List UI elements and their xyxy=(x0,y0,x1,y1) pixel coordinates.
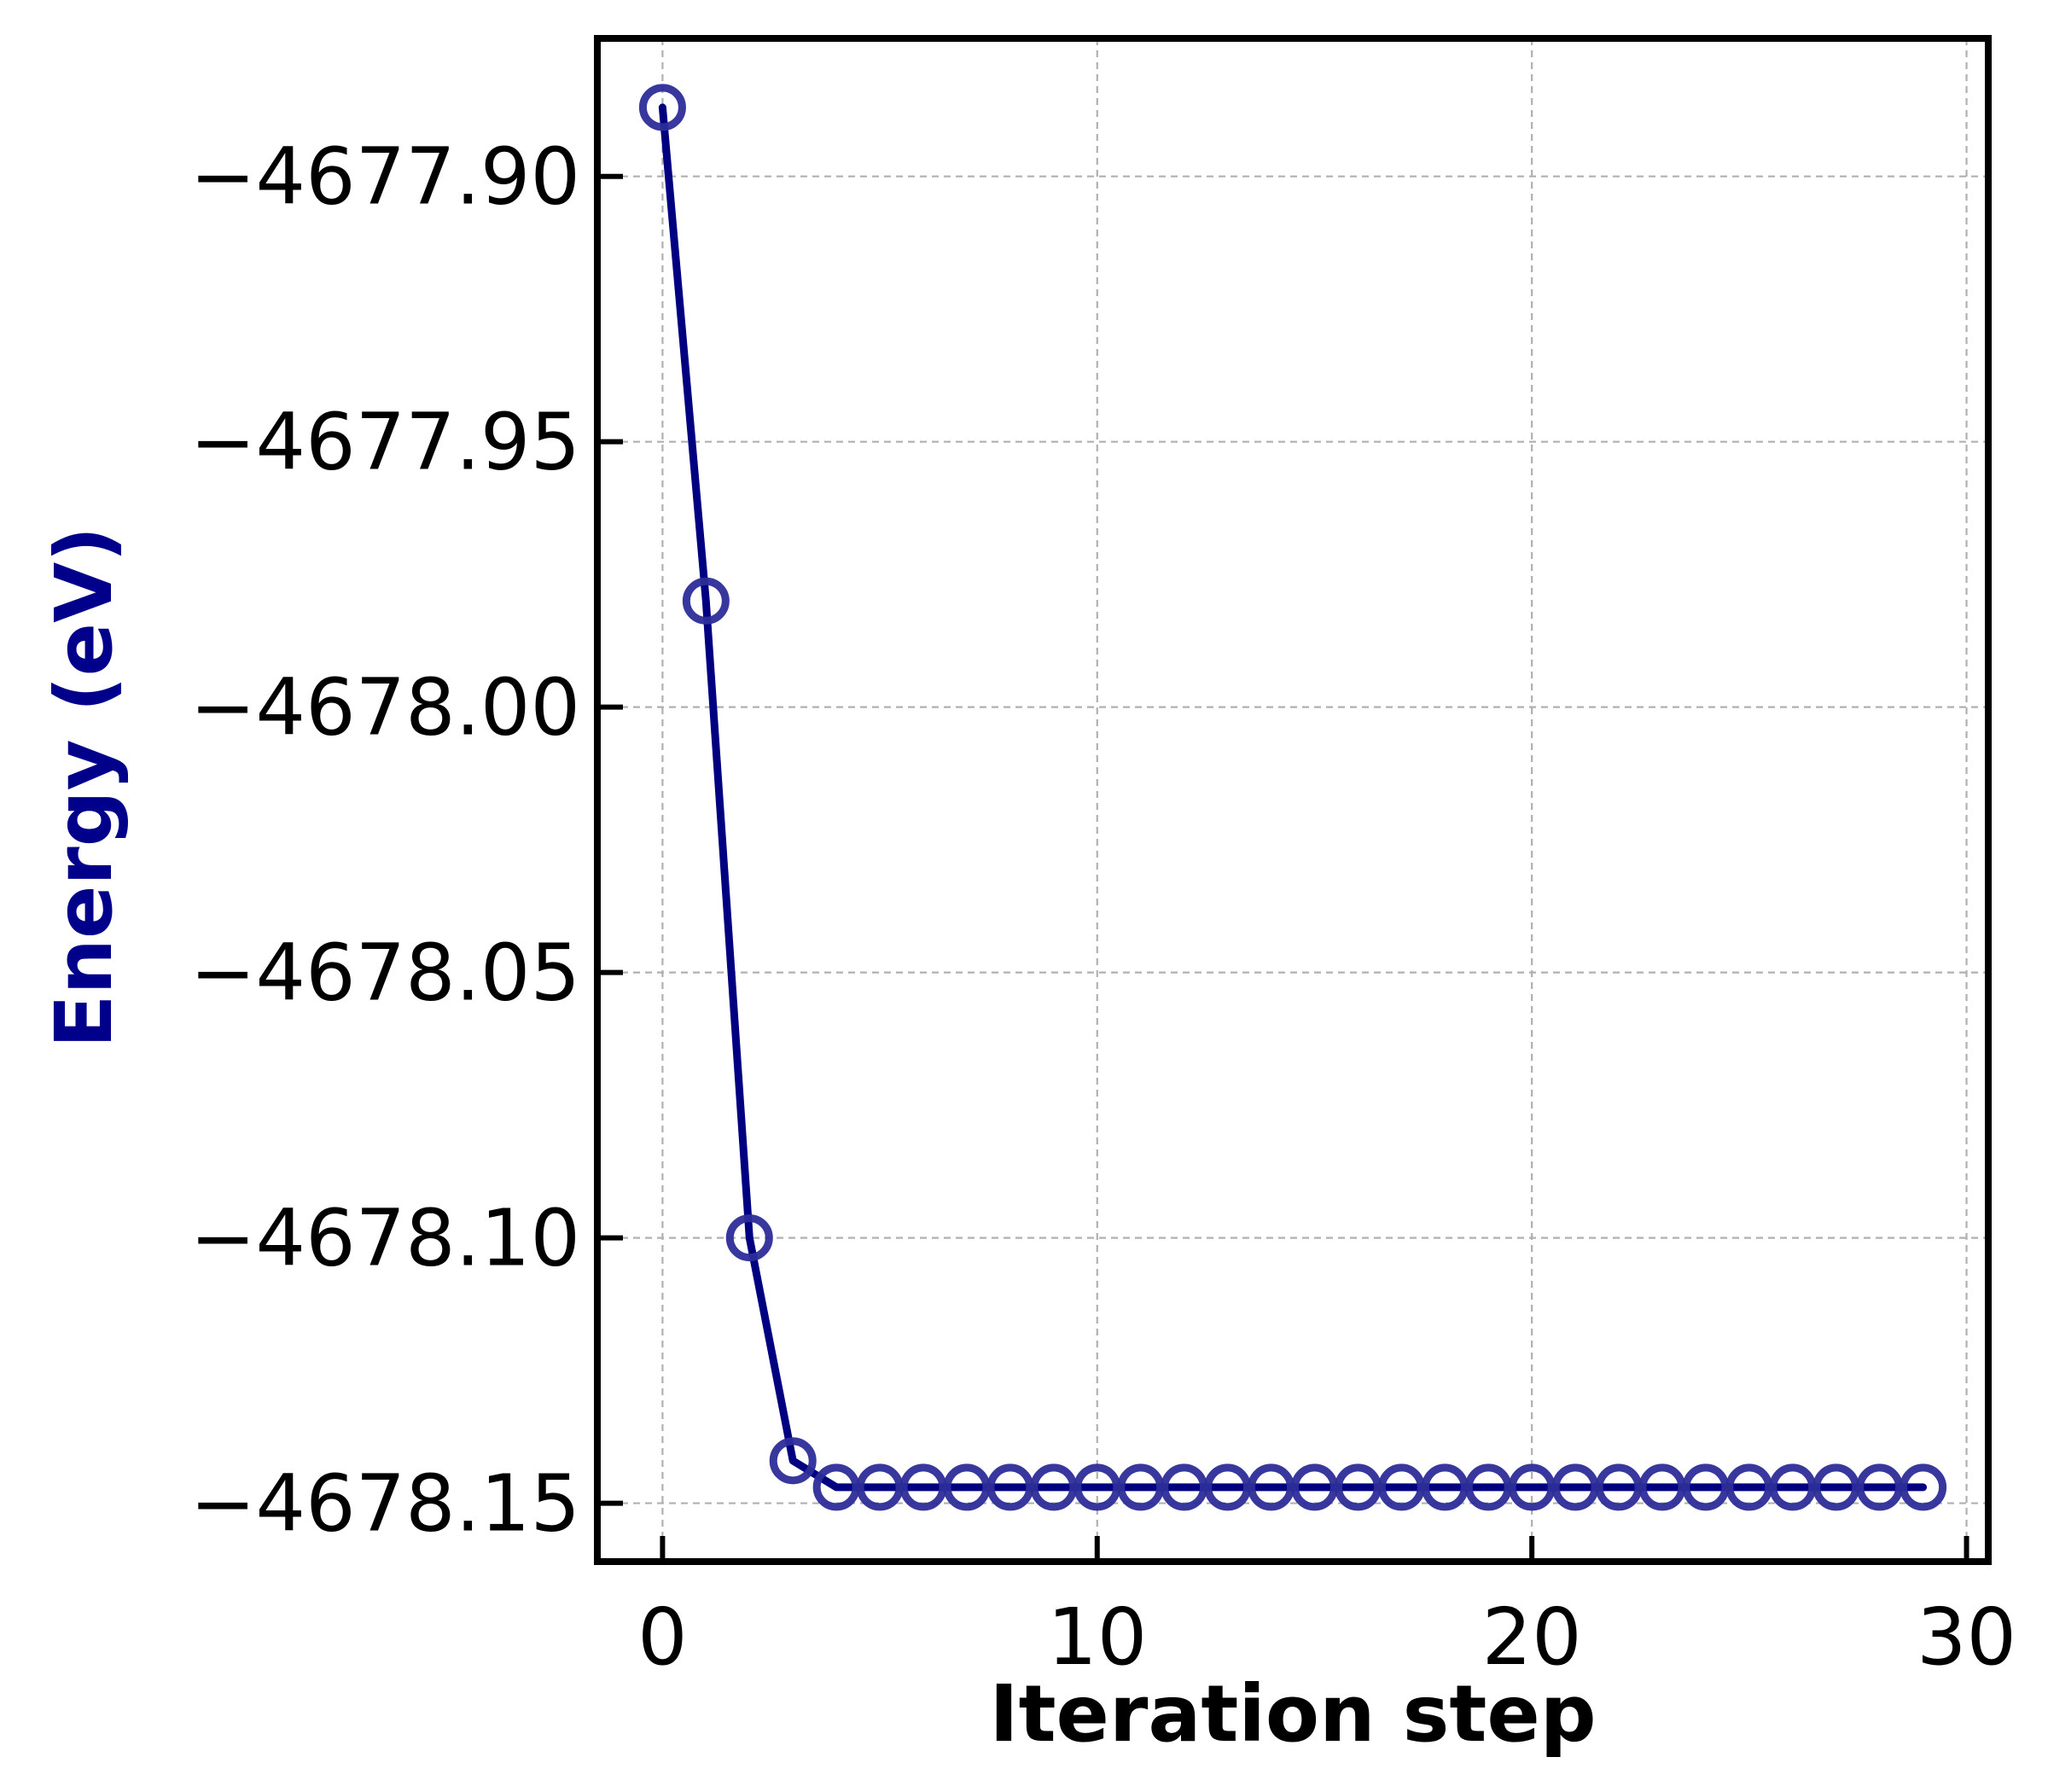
data-point xyxy=(856,1463,904,1511)
data-point xyxy=(1856,1463,1904,1511)
data-point xyxy=(1638,1463,1686,1511)
plot-frame xyxy=(594,35,1992,1565)
y-axis-label: Energy (eV) xyxy=(38,527,130,1049)
data-point xyxy=(1204,1463,1252,1511)
axes-frame xyxy=(594,35,1992,1565)
data-point xyxy=(1551,1463,1599,1511)
x-axis-label: Iteration step xyxy=(989,1668,1596,1760)
data-point xyxy=(1900,1463,1947,1511)
data-point xyxy=(1334,1463,1382,1511)
data-point xyxy=(1421,1463,1469,1511)
data-point xyxy=(1117,1463,1165,1511)
x-tick-label: 30 xyxy=(1917,1591,2016,1683)
data-point xyxy=(1377,1463,1425,1511)
data-point xyxy=(725,1214,773,1262)
y-tick-label: −4678.15 xyxy=(189,1458,580,1550)
data-point xyxy=(943,1463,991,1511)
data-point xyxy=(1725,1463,1773,1511)
data-point xyxy=(1769,1463,1817,1511)
y-tick-label: −4678.05 xyxy=(189,928,580,1019)
series-line xyxy=(658,103,1928,1492)
data-point xyxy=(1812,1463,1860,1511)
data-point xyxy=(1161,1463,1208,1511)
data-point xyxy=(1508,1463,1556,1511)
data-point xyxy=(899,1463,947,1511)
grid-lines xyxy=(597,38,1988,1562)
data-point xyxy=(1248,1463,1295,1511)
data-point xyxy=(986,1463,1034,1511)
data-point xyxy=(1290,1463,1338,1511)
data-point xyxy=(1073,1463,1121,1511)
x-tick-label: 20 xyxy=(1482,1591,1582,1683)
y-tick-label: −4677.95 xyxy=(189,397,580,488)
energy-series xyxy=(638,84,1947,1511)
data-point xyxy=(812,1463,860,1511)
data-point xyxy=(769,1437,817,1485)
x-tick-label: 10 xyxy=(1047,1591,1147,1683)
y-tick-label: −4677.90 xyxy=(189,131,580,223)
data-point xyxy=(638,84,686,131)
data-point xyxy=(1595,1463,1643,1511)
data-point xyxy=(682,577,730,625)
y-tick-label: −4678.10 xyxy=(189,1193,580,1284)
y-tick-label: −4678.00 xyxy=(189,662,580,753)
data-point xyxy=(1464,1463,1512,1511)
axis-ticks: 0 10 20 30 −4677.90 −4677.95 −4678.00 −4678.05 −… xyxy=(189,131,2016,1683)
data-point xyxy=(1682,1463,1730,1511)
data-point xyxy=(1030,1463,1078,1511)
x-tick-label: 0 xyxy=(637,1591,688,1683)
